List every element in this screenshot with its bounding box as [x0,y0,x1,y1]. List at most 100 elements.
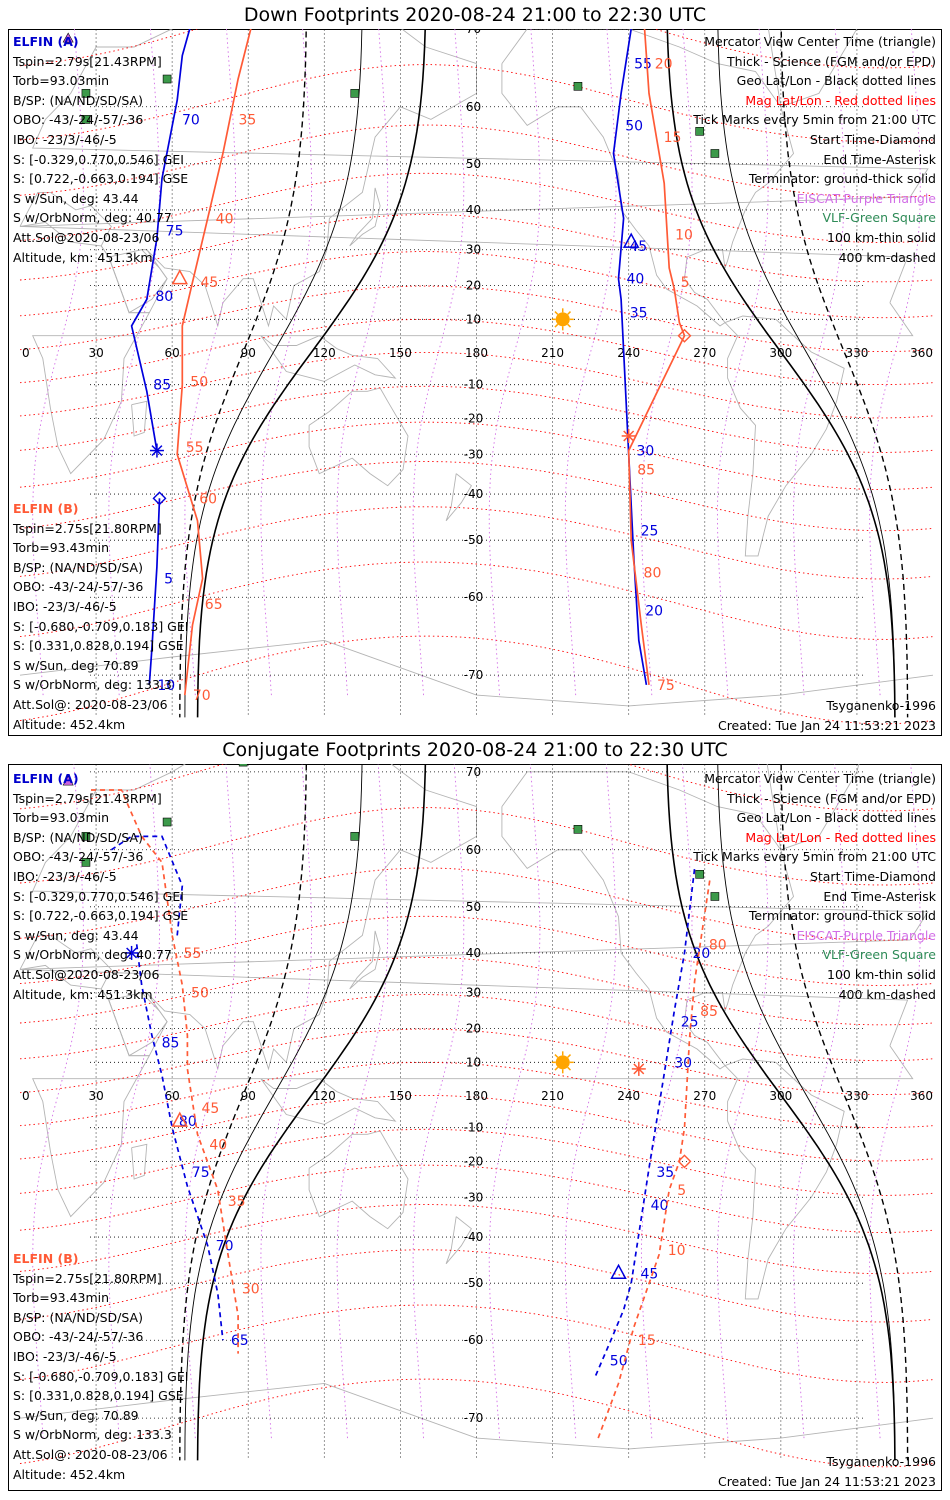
tick-time-label: 25 [681,1015,699,1031]
tick-time-label: 70 [193,688,211,704]
elfin-b-line: S w/OrbNorm, deg: 133.3 [13,677,172,693]
lon-tick-label: 360 [910,346,933,360]
lon-tick-label: 300 [769,346,792,360]
lon-tick-label: 120 [313,1089,336,1103]
lon-tick-label: 360 [910,1089,933,1103]
lon-tick-label: 0 [22,346,30,360]
tick-time-label: 40 [216,211,234,227]
lat-tick-label: 70 [466,29,481,36]
map-frame [8,29,942,736]
tick-time-label: 85 [162,1035,180,1051]
vlf-square [573,825,583,834]
vlf-square [350,89,360,98]
tick-time-label: 30 [637,444,655,460]
tick-time-label: 80 [155,289,173,305]
legend-line: 400 km-dashed [838,986,936,1002]
vlf-square [695,127,704,136]
tick-time-label: 35 [630,306,648,322]
elfin-a-line: Tspin=2.79s[21.43RPM] [13,53,162,69]
lon-tick-label: 240 [617,346,640,360]
elfin-b-track-2 [597,879,711,1439]
lat-tick-label: 60 [466,100,481,114]
legend-line: End Time-Asterisk [823,888,936,904]
legend-line: Terminator: ground-thick solid [748,171,936,187]
vlf-square [81,89,91,98]
legend-line: Mag Lat/Lon - Red dotted lines [745,92,936,108]
legend-line: 100 km-thin solid [827,229,936,245]
legend-line: 100 km-thin solid [827,966,936,982]
tick-time-label: 5 [681,275,690,291]
elfin-a-info-bottom: ELFIN (A) Tspin=2.79s[21.43RPM] Torb=93.… [13,769,188,1004]
elfin-a-line: S: [0.722,-0.663,0.194] GSE [13,171,189,187]
tick-time-label: 10 [157,678,175,694]
elfin-a-start-track [148,498,161,685]
mag-grid [19,29,934,725]
lat-tick-label: 50 [466,900,481,914]
start-time-diamond [152,491,167,506]
axis-labels: 0 30 60 90 120 150 180 210 240 270 300 330 360 70 60 50… [22,29,933,682]
elfin-a-line: Att.Sol@2020-08-23/06 [13,229,160,245]
geo-grid [90,29,863,718]
legend-top: Mercator View Center Time (triangle) Thi… [693,32,936,267]
lon-tick-label: 270 [693,1089,716,1103]
lat-tick-label: -10 [464,1121,484,1135]
elfin-b-line: IBO: -23/3/-46/-5 [13,598,117,614]
lon-tick-label: 150 [389,346,412,360]
vlf-square [350,832,360,841]
vlf-square [573,82,583,91]
axis-labels: 0 30 60 90 120 150 180 210 240 270 300 330 360 70 60 50… [22,765,933,1425]
created-label: Created: Tue Jan 24 11:53:21 2023 [717,717,936,733]
legend-line: VLF-Green Square [822,947,936,963]
lon-tick-label: 90 [241,1089,256,1103]
elfin-b-line: Altitude: 452.4km [13,1466,126,1482]
elfin-a-line: Torb=93.03min [13,73,110,89]
elfin-b-line: Torb=93.43min [13,1290,110,1306]
terminator-curves [179,29,909,718]
lat-tick-label: -40 [464,1230,484,1244]
elfin-a-line: S: [-0.329,0.770,0.546] GEI [13,151,184,167]
sun-icon [551,1051,574,1074]
legend-bottom: Mercator View Center Time (triangle) Thi… [693,769,936,1004]
elfin-b-line: S: [-0.680,-0.709,0.183] GEI [13,618,189,634]
tick-time-label: 75 [166,223,184,239]
elfin-a-line: Torb=93.03min [13,810,110,826]
lat-tick-label: -20 [464,411,484,425]
tick-time-label: 50 [625,118,643,134]
center-time-triangle [622,232,640,248]
elfin-b-line: S w/Sun, deg: 70.89 [13,657,139,673]
lon-tick-label: 0 [22,1089,30,1103]
tick-time-label: 65 [205,597,223,613]
tick-time-label: 85 [637,463,655,479]
elfin-a-line: OBO: -43/-24/-57/-36 [13,112,144,128]
elfin-a-header: ELFIN (A) [13,771,79,786]
sun-icon [551,308,574,331]
lat-tick-label: -50 [464,1276,484,1290]
elfin-b-line: Altitude: 452.4km [13,716,126,732]
lat-tick-label: 20 [466,279,481,293]
elfin-b-line: Torb=93.43min [13,540,110,556]
lon-tick-label: 210 [541,1089,564,1103]
elfin-b-line: OBO: -43/-24/-57/-36 [13,1329,144,1345]
tick-time-label: 20 [655,57,673,73]
end-time-asterisk [149,443,164,458]
tick-time-label: 35 [656,1165,674,1181]
legend-line: Start Time-Diamond [809,131,936,147]
tick-time-label: 10 [668,1243,686,1259]
elfin-b-info-top: ELFIN (B) Tspin=2.75s[21.80RPM] Torb=93.… [13,499,188,734]
tick-time-label: 60 [199,491,217,507]
tick-time-label: 70 [216,1239,234,1255]
tick-time-label: 55 [186,440,204,456]
start-time-diamond [677,328,692,343]
elfin-a-line: S w/Sun, deg: 43.44 [13,927,139,943]
end-time-asterisk [621,428,636,443]
legend-line: Tick Marks every 5min from 21:00 UTC [693,112,936,128]
down-panel-title: Down Footprints 2020-08-24 21:00 to 22:3… [243,4,707,26]
center-time-triangle [610,1263,627,1280]
conj-panel-title: Conjugate Footprints 2020-08-24 21:00 to… [222,739,728,761]
start-time-diamond [677,1154,692,1169]
lon-tick-label: 270 [693,346,716,360]
lat-tick-label: 40 [466,203,481,217]
tick-time-label: 35 [228,1194,246,1210]
elfin-b-track-2 [627,29,686,686]
elfin-b-line: Tspin=2.75s[21.80RPM] [13,520,162,536]
